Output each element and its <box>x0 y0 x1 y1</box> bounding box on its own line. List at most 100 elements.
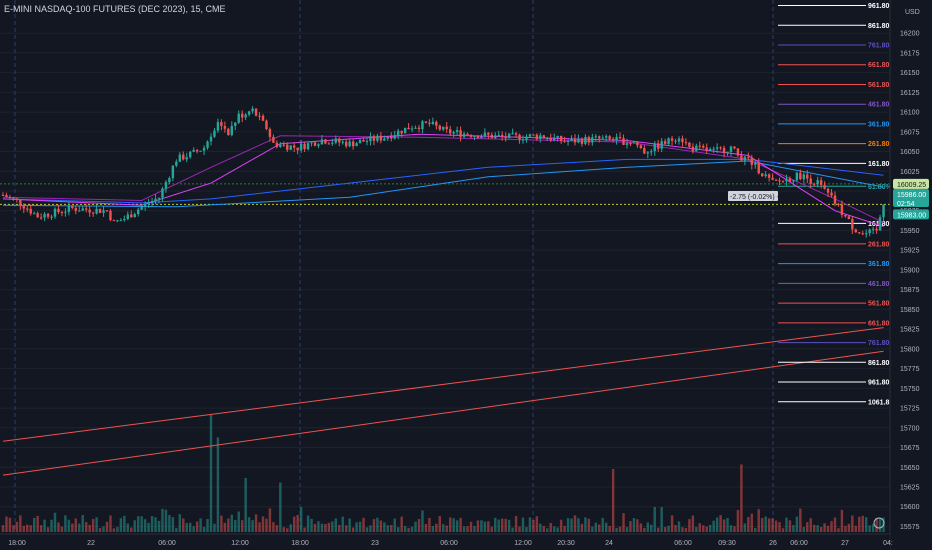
volume-bar <box>715 517 719 532</box>
volume-bar <box>150 516 154 532</box>
candle-body <box>837 203 840 205</box>
volume-bar <box>878 517 882 532</box>
candle-body <box>175 161 178 166</box>
candle-body <box>601 137 604 139</box>
volume-bar <box>223 522 227 532</box>
volume-bar <box>369 525 372 532</box>
volume-bar <box>43 519 46 532</box>
volume-bar <box>383 522 386 532</box>
price-tick-label: 15775 <box>900 366 920 373</box>
price-tick-label: 15675 <box>900 445 920 452</box>
candle-body <box>109 210 112 221</box>
time-axis[interactable]: 18:00 22 06:00 12:00 18:00 23 06:00 12:00 20:30 2… <box>0 533 893 550</box>
price-tick-label: 16025 <box>900 169 920 176</box>
candle-body <box>209 136 213 142</box>
volume-bar <box>584 517 587 532</box>
candle-body <box>431 121 435 124</box>
volume-bar <box>147 522 150 532</box>
volume-bar <box>518 526 521 532</box>
moving-average-line <box>2 133 884 227</box>
volume-bar <box>168 515 171 532</box>
candle-body <box>747 156 750 158</box>
volume-bar <box>102 526 105 532</box>
candle-body <box>819 180 823 185</box>
trend-line <box>2 350 884 476</box>
volume-bar <box>733 526 736 532</box>
volume-bar <box>261 516 265 532</box>
candle-body <box>265 120 268 130</box>
candle-body <box>625 143 629 145</box>
candle-body <box>650 151 653 153</box>
candle-body <box>507 133 511 139</box>
volume-bar <box>362 517 365 532</box>
volume-bar <box>591 526 594 532</box>
volume-bar <box>265 518 268 532</box>
candle-body <box>299 143 303 151</box>
price-tick-label: 16075 <box>900 129 920 136</box>
volume-bar <box>719 515 722 532</box>
volume-bar <box>237 511 240 532</box>
candle-body <box>525 136 528 140</box>
volume-bar <box>344 525 348 532</box>
volume-bar <box>819 526 823 532</box>
volume-bar <box>133 520 136 532</box>
candle-body <box>19 199 22 206</box>
volume-bar <box>514 515 518 532</box>
volume-bar <box>851 515 854 532</box>
candle-body <box>64 211 67 213</box>
candle-body <box>566 140 570 142</box>
candle-body <box>476 135 480 139</box>
candle-body <box>1 194 5 196</box>
volume-bar <box>781 528 785 532</box>
price-tick-label: 15650 <box>900 465 920 472</box>
volume-bar <box>74 518 78 532</box>
candle-body <box>483 132 487 137</box>
candle-body <box>611 138 615 141</box>
volume-bar <box>750 513 754 532</box>
candle-body <box>532 134 535 136</box>
candle-body <box>722 147 726 154</box>
volume-bar <box>116 526 119 532</box>
candle-body <box>622 138 625 145</box>
candle-body <box>254 108 258 116</box>
candle-body <box>403 127 407 134</box>
candle-body <box>286 144 289 150</box>
volume-bar <box>681 527 684 532</box>
volume-bar <box>636 519 639 532</box>
volume-bar <box>240 520 244 532</box>
candle-body <box>376 135 379 141</box>
moving-average-line <box>2 135 884 224</box>
candle-body <box>771 177 774 180</box>
volume-bar <box>854 525 858 532</box>
candle-body <box>112 220 116 222</box>
change-tooltip-text: -2.75 (-0.02%) -11 <box>730 194 786 201</box>
candle-body <box>133 214 136 218</box>
candle-body <box>542 135 546 139</box>
candle-body <box>552 137 556 141</box>
candle-body <box>320 139 324 145</box>
volume-bar <box>757 509 760 532</box>
candle-body <box>684 142 688 144</box>
candle-body <box>53 208 57 217</box>
volume-bar <box>788 520 792 532</box>
candle-body <box>733 146 736 149</box>
volume-bar <box>182 518 185 532</box>
candle-body <box>102 210 105 213</box>
candle-body <box>698 145 702 147</box>
candle-body <box>719 147 722 149</box>
volume-bar <box>26 524 29 532</box>
volume-bar <box>185 523 188 532</box>
volume-bar <box>171 517 175 532</box>
fib-levels: 961.80% 861.80% 761.80% 661.80% 561.80% 461.8… <box>778 3 900 406</box>
volume-bar <box>341 516 344 532</box>
volume-bar <box>618 526 622 532</box>
fib-level-label: 361.80% <box>868 261 896 268</box>
volume-bar <box>244 478 247 532</box>
volume-bar <box>542 525 546 532</box>
price-axis[interactable]: USD 16200 16175 16150 16125 16100 16075 16050 16… <box>889 0 932 550</box>
volume-bar <box>525 527 528 532</box>
volume-bar <box>864 517 868 532</box>
volume-bar <box>140 516 143 532</box>
candle-body <box>594 136 598 138</box>
